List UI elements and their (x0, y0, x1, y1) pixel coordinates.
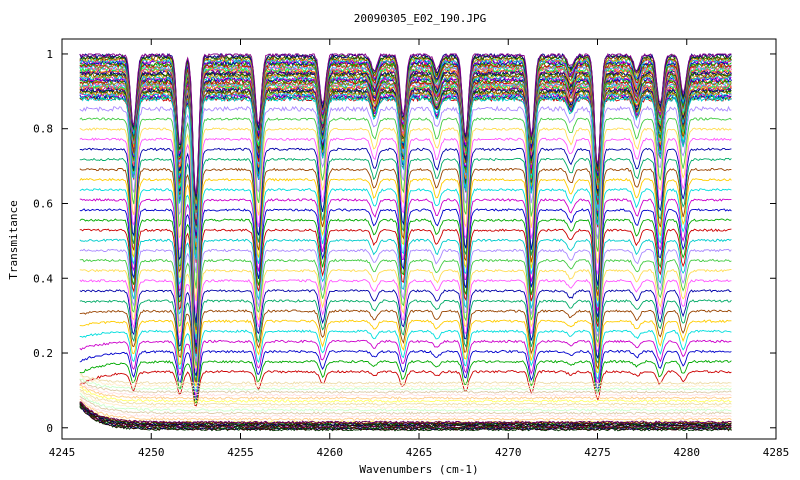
series-line (79, 359, 732, 405)
series-line (79, 398, 732, 422)
series-line (79, 258, 732, 366)
series-line (79, 378, 732, 391)
tick-layer: 4245 4250 4255 4260 4265 4270 4275 4280 4285 0 0.2… (33, 39, 789, 459)
x-tick-label: 4255 (227, 446, 254, 459)
series-line (79, 329, 732, 393)
series-line (79, 127, 732, 302)
y-tick-label: 0 (46, 422, 53, 435)
series-line (79, 395, 732, 416)
y-tick-label: 0.8 (33, 123, 53, 136)
series-line (79, 198, 732, 343)
series-line (79, 403, 732, 428)
series-line (79, 238, 732, 357)
series-line (79, 383, 732, 400)
series-line (79, 218, 732, 350)
series-line (79, 167, 732, 331)
series-line (79, 105, 732, 274)
series-line (79, 402, 732, 425)
x-tick-label: 4245 (49, 446, 76, 459)
series-line (79, 401, 732, 424)
series-line (79, 388, 732, 406)
series-line (79, 299, 732, 381)
x-tick-label: 4260 (317, 446, 344, 459)
x-axis-label: Wavenumbers (cm-1) (359, 463, 478, 476)
series-line (79, 375, 732, 388)
series-line (79, 147, 732, 323)
chart-title: 20090305_E02_190.JPG (354, 12, 486, 25)
y-tick-label: 0.4 (33, 272, 53, 285)
series-line (79, 52, 732, 195)
series-line (79, 402, 732, 427)
x-tick-label: 4265 (406, 446, 433, 459)
series-line (79, 248, 732, 362)
series-line (79, 390, 732, 409)
series-line (79, 339, 732, 397)
series-line (79, 95, 732, 260)
x-tick-label: 4250 (138, 446, 165, 459)
series-line (79, 369, 732, 407)
series-line (79, 309, 732, 384)
y-tick-label: 1 (46, 48, 53, 61)
x-tick-label: 4280 (674, 446, 701, 459)
series-line (79, 228, 732, 354)
series-line (79, 188, 732, 340)
series-line (79, 395, 732, 418)
series-line (79, 289, 732, 376)
series-line (79, 177, 732, 335)
series-line (79, 319, 732, 387)
series-line (79, 208, 732, 347)
series-line (79, 117, 732, 289)
x-tick-label: 4285 (763, 446, 790, 459)
series-line (79, 382, 732, 397)
x-tick-label: 4270 (495, 446, 522, 459)
x-tick-label: 4275 (584, 446, 611, 459)
series-line (79, 268, 732, 369)
series-line (79, 393, 732, 412)
series-line (79, 378, 732, 394)
y-axis-label: Transmitance (7, 200, 20, 279)
series-line (79, 386, 732, 403)
series-line (79, 349, 732, 402)
series-line (79, 137, 732, 314)
series-line (79, 157, 732, 327)
series-line (79, 278, 732, 372)
series-line (79, 373, 732, 385)
y-tick-label: 0.2 (33, 347, 53, 360)
y-tick-label: 0.6 (33, 197, 53, 210)
series-layer (79, 52, 732, 432)
